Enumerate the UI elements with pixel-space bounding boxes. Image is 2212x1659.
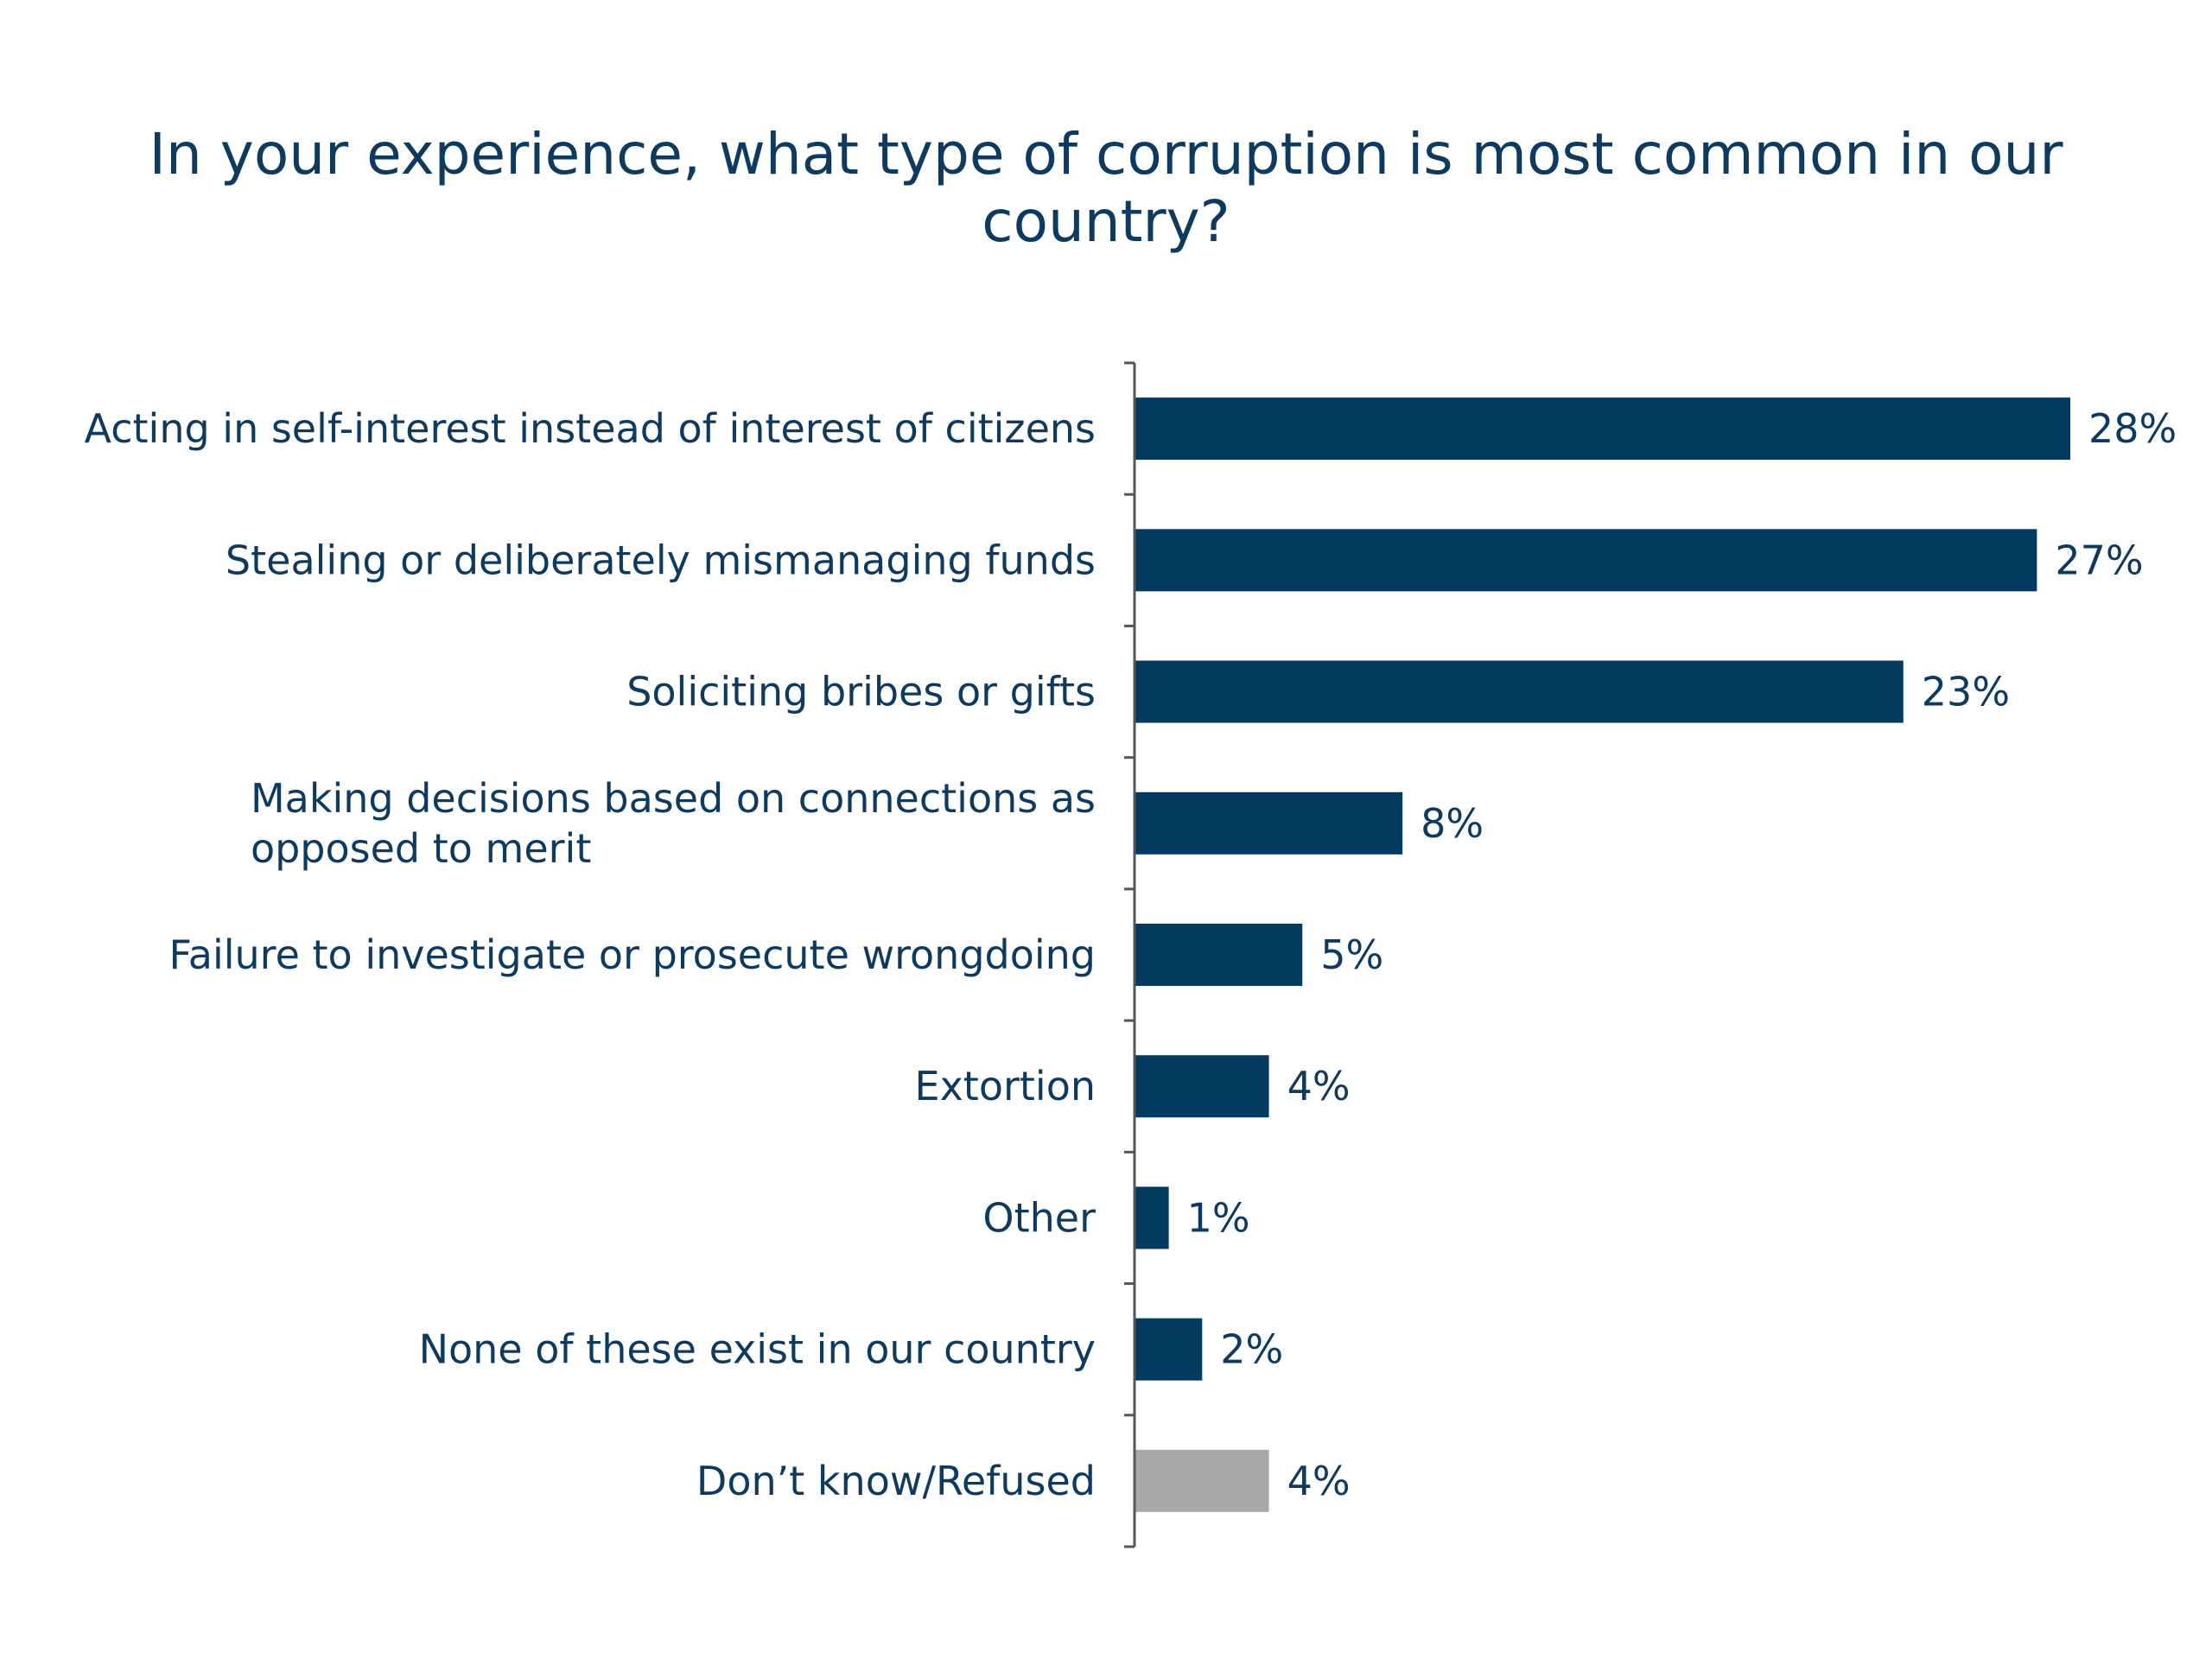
value-label: 1% [1187,1194,1250,1241]
value-label: 4% [1287,1458,1351,1504]
category-label: Soliciting bribes or gifts [626,669,1096,715]
value-label: 27% [2055,537,2143,583]
category-label: Acting in self-interest instead of inter… [85,405,1096,452]
bar [1135,397,2070,461]
category-label: Stealing or deliberately mismanaging fun… [226,537,1096,583]
labels-layer: 28% Acting in self-interest instead of in… [85,405,2177,1504]
value-label: 23% [1922,669,2010,715]
bar [1135,1055,1269,1118]
bar [1135,529,2037,592]
category-label: Failure to investigate or prosecute wron… [169,931,1096,978]
category-axis [1124,361,1136,1548]
value-label: 8% [1421,800,1484,847]
value-label: 2% [1220,1326,1283,1373]
category-label: Don’t know/Refused [696,1458,1096,1504]
value-label: 5% [1320,931,1383,978]
value-label: 28% [2088,405,2177,452]
category-label-line: opposed to merit [251,825,591,872]
bar [1135,791,1403,855]
category-label: Other [982,1194,1096,1241]
bar [1135,924,1303,986]
chart-title: In your experience, what type of corrupt… [149,121,2063,255]
bar [1135,1186,1169,1249]
bar [1135,1449,1269,1512]
bar [1135,660,1904,723]
bar [1135,1318,1203,1381]
bars-layer [1135,397,2070,1512]
category-label: None of these exist in our country [419,1326,1096,1373]
category-label-line: Making decisions based on connections as [251,775,1096,822]
category-label: Making decisions based on connections as… [251,775,1096,872]
value-label: 4% [1287,1063,1351,1109]
category-label: Extortion [915,1063,1096,1109]
